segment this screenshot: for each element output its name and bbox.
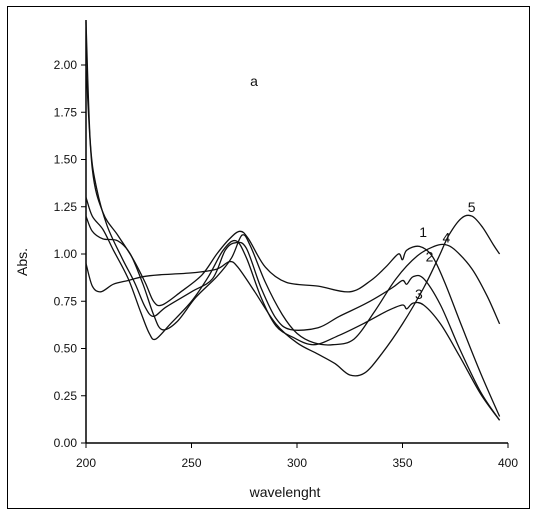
x-tick-label: 300 xyxy=(287,456,307,470)
axes: 0.00 0.25 0.50 0.75 1.00 1.25 1.50 1.75 2.00 200 2… xyxy=(54,20,518,470)
series-4-line xyxy=(85,215,501,346)
y-tick-label: 1.50 xyxy=(54,153,78,167)
y-tick-label: 2.00 xyxy=(54,58,78,72)
y-tick-label: 0.00 xyxy=(54,436,78,450)
figure-frame xyxy=(7,6,530,509)
y-tick-label: 0.25 xyxy=(54,389,78,403)
series-1-line xyxy=(85,64,501,417)
series-5-line xyxy=(85,214,501,377)
y-tick-label: 1.00 xyxy=(54,247,78,261)
series-2-label: 2 xyxy=(426,248,434,264)
x-axis-title: wavelenght xyxy=(249,484,321,500)
y-axis-title: Abs. xyxy=(14,248,30,276)
x-tick-label: 250 xyxy=(181,456,201,470)
x-tick-label: 350 xyxy=(392,456,412,470)
series-1-label: 1 xyxy=(419,224,427,240)
series-2-line xyxy=(85,21,501,421)
series-3-label: 3 xyxy=(415,286,423,302)
y-tick-label: 1.75 xyxy=(54,105,78,119)
series-5-label: 5 xyxy=(468,199,476,215)
series-4-label: 4 xyxy=(442,229,450,245)
y-tick-label: 0.75 xyxy=(54,294,78,308)
y-tick-label: 1.25 xyxy=(54,200,78,214)
curves xyxy=(85,21,501,421)
series-3-line xyxy=(85,197,501,421)
y-tick-label: 0.50 xyxy=(54,342,78,356)
x-tick-label: 400 xyxy=(498,456,518,470)
labels: wavelenght Abs. a 1 2 3 4 5 xyxy=(14,73,476,500)
x-tick-label: 200 xyxy=(76,456,96,470)
panel-label: a xyxy=(250,73,258,89)
